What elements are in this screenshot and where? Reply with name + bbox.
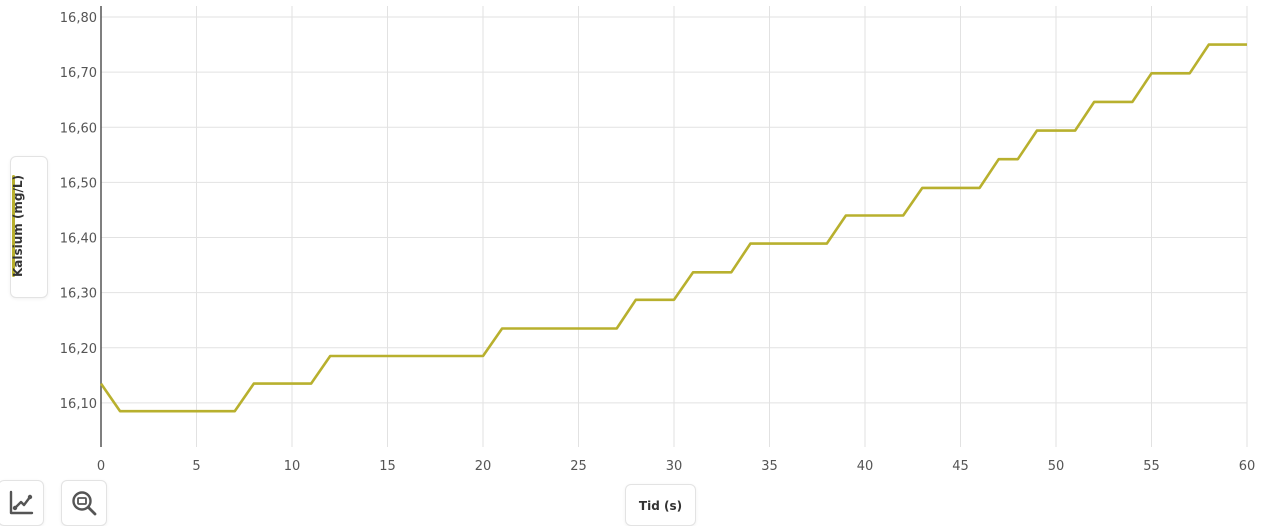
x-tick-label: 40 [857, 459, 874, 474]
tick-labels: 0 5 10 15 20 25 30 35 40 45 50 55 60 16,10 16,20 16,30 1… [60, 11, 1255, 474]
x-tick-label: 30 [666, 459, 683, 474]
y-tick-label: 16,20 [60, 342, 97, 357]
x-tick-label: 55 [1143, 459, 1160, 474]
x-tick-label: 5 [192, 459, 200, 474]
zoom-button[interactable] [61, 480, 107, 526]
y-tick-label: 16,10 [60, 397, 97, 412]
x-axis-label: Tid (s) [638, 499, 683, 513]
x-tick-label: 20 [475, 459, 492, 474]
y-tick-label: 16,30 [60, 287, 97, 302]
x-tick-label: 0 [97, 459, 105, 474]
y-tick-label: 16,60 [60, 121, 97, 136]
x-tick-label: 25 [570, 459, 587, 474]
x-tick-label: 60 [1239, 459, 1256, 474]
y-tick-label: 16,40 [60, 232, 97, 247]
grid [101, 6, 1248, 447]
series-line [99, 43, 1247, 413]
x-axis-label-box[interactable]: Tid (s) [625, 484, 696, 526]
x-tick-label: 45 [952, 459, 969, 474]
y-tick-label: 16,70 [60, 66, 97, 81]
y-axis-label-box[interactable] [10, 156, 48, 298]
y-axis-series-swatch [12, 175, 15, 277]
chart-line-icon [9, 490, 34, 515]
y-tick-label: 16,80 [60, 11, 97, 26]
x-tick-label: 35 [761, 459, 778, 474]
x-tick-label: 10 [284, 459, 301, 474]
x-tick-label: 50 [1048, 459, 1065, 474]
y-axis-label: Kalsium (mg/L) [11, 174, 25, 278]
y-tick-label: 16,50 [60, 176, 97, 191]
graph-tool-button[interactable] [0, 480, 44, 526]
x-tick-label: 15 [379, 459, 396, 474]
zoom-icon [72, 491, 97, 516]
series-layer [99, 43, 1247, 413]
